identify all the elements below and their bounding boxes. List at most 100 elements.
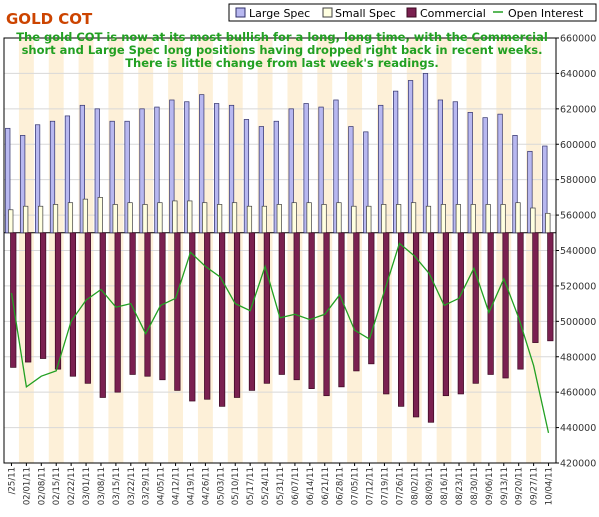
- bar-small-spec: [500, 204, 506, 234]
- bar-small-spec: [23, 205, 29, 234]
- bar-large-spec: [497, 113, 503, 234]
- x-tick-label: 05/10/11: [231, 467, 241, 505]
- bar-commercial: [412, 232, 420, 418]
- bar-commercial: [547, 232, 554, 342]
- bar-commercial: [517, 232, 524, 370]
- bar-small-spec: [172, 200, 178, 234]
- bar-small-spec: [127, 202, 133, 234]
- bar-small-spec: [97, 197, 103, 234]
- bar-large-spec: [407, 80, 414, 234]
- bar-large-spec: [467, 112, 473, 234]
- bar-small-spec: [82, 198, 88, 234]
- legend-label-commercial: Commercial: [420, 7, 486, 20]
- line-marks: [10, 242, 550, 434]
- x-axis-ticks: /25/11 02/01/11 02/08/11 02/15/11 02/22/11 03…: [7, 463, 555, 505]
- legend-swatch-large-spec: [235, 7, 246, 18]
- bar-small-spec: [515, 202, 521, 234]
- bar-large-spec: [228, 104, 235, 234]
- annotation: The gold COT is now at its most bullish …: [16, 30, 548, 70]
- bar-small-spec: [336, 202, 342, 234]
- bar-commercial: [174, 232, 181, 391]
- bar-large-spec: [214, 103, 220, 234]
- bar-large-spec: [318, 106, 324, 234]
- x-tick-label: 08/23/11: [455, 467, 465, 505]
- bar-commercial: [114, 232, 121, 393]
- bar-small-spec: [67, 202, 74, 234]
- bar-large-spec: [273, 120, 279, 234]
- bar-large-spec: [378, 104, 384, 234]
- y-axis-ticks: 420000 440000 460000 480000 500000 520000 5400…: [556, 34, 596, 470]
- x-tick-label: 05/31/11: [276, 467, 286, 505]
- x-tick-label: 09/13/11: [500, 467, 510, 505]
- bar-small-spec: [291, 202, 297, 234]
- bar-large-spec: [452, 101, 458, 234]
- bar-commercial: [219, 232, 226, 407]
- bar-commercial: [263, 232, 270, 384]
- bar-commercial: [25, 232, 32, 363]
- x-tick-label: /25/11: [7, 467, 17, 494]
- y-tick-label: 600000: [560, 140, 596, 151]
- bar-commercial: [383, 232, 390, 395]
- x-tick-label: 07/05/11: [351, 467, 361, 505]
- bar-small-spec: [112, 204, 118, 234]
- bar-large-spec: [258, 126, 264, 234]
- bar-commercial: [532, 232, 539, 343]
- bar-small-spec: [485, 204, 491, 234]
- bar-commercial: [189, 232, 196, 402]
- bar-large-spec: [169, 99, 175, 234]
- annotation-line-2: short and Large Spec long positions havi…: [22, 43, 543, 57]
- bar-commercial: [427, 232, 435, 423]
- bar-large-spec: [109, 120, 115, 234]
- bar-commercial: [338, 232, 345, 388]
- bar-large-spec: [288, 108, 294, 234]
- y-tick-label: 460000: [560, 388, 596, 399]
- x-tick-label: 02/08/11: [37, 467, 47, 505]
- bar-commercial: [293, 232, 300, 381]
- bar-small-spec: [381, 204, 387, 234]
- bar-small-spec: [202, 202, 208, 234]
- bar-large-spec: [64, 115, 71, 234]
- bar-commercial: [144, 232, 151, 377]
- y-tick-label: 580000: [560, 175, 596, 186]
- x-tick-label: 04/26/11: [201, 467, 211, 505]
- annotation-line-1: The gold COT is now at its most bullish …: [16, 30, 548, 44]
- bar-small-spec: [545, 212, 551, 234]
- y-tick-label: 440000: [560, 423, 596, 434]
- bar-small-spec: [410, 202, 417, 234]
- bar-large-spec: [5, 127, 11, 234]
- bar-commercial: [457, 232, 464, 395]
- bar-small-spec: [261, 205, 267, 234]
- x-tick-label: 02/22/11: [67, 467, 77, 505]
- bar-large-spec: [333, 99, 339, 234]
- bar-commercial: [278, 232, 285, 375]
- x-tick-label: 04/05/11: [157, 467, 167, 505]
- bar-large-spec: [49, 120, 56, 234]
- bar-large-spec: [124, 120, 130, 234]
- bar-small-spec: [187, 200, 193, 234]
- x-tick-label: 09/06/11: [485, 467, 495, 505]
- bar-large-spec: [422, 73, 429, 234]
- bar-large-spec: [34, 124, 41, 234]
- bar-commercial: [398, 232, 405, 407]
- x-tick-label: 02/01/11: [22, 467, 32, 505]
- bar-commercial: [472, 232, 479, 384]
- x-tick-label: 03/22/11: [127, 467, 137, 505]
- y-tick-label: 660000: [560, 34, 596, 45]
- bar-small-spec: [351, 205, 357, 234]
- x-tick-label: 06/28/11: [336, 467, 346, 505]
- y-tick-label: 620000: [560, 104, 596, 115]
- x-tick-label: 03/15/11: [112, 467, 122, 505]
- y-tick-label: 640000: [560, 69, 596, 80]
- bar-small-spec: [455, 204, 461, 234]
- bar-commercial: [442, 232, 449, 397]
- x-tick-label: 06/21/11: [321, 467, 331, 505]
- bar-commercial: [248, 232, 256, 391]
- bar-large-spec: [94, 108, 100, 234]
- x-tick-label: 08/09/11: [425, 467, 435, 505]
- y-tick-label: 480000: [560, 352, 596, 363]
- legend-label-large-spec: Large Spec: [249, 7, 310, 20]
- bar-small-spec: [425, 205, 432, 234]
- bar-large-spec: [482, 117, 488, 234]
- bar-commercial: [308, 232, 315, 389]
- bar-commercial: [353, 232, 360, 372]
